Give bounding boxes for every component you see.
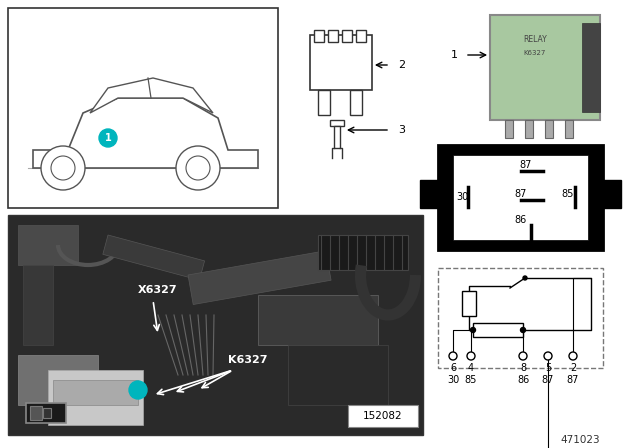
Bar [18,355,98,405]
Circle shape [519,352,527,360]
Bar [8,215,423,435]
Bar [438,145,603,250]
Bar [288,345,388,405]
Text: 87: 87 [567,375,579,385]
Bar [348,405,418,427]
Text: 86: 86 [517,375,529,385]
Text: 5: 5 [545,363,551,373]
Bar [582,23,600,112]
Circle shape [544,352,552,360]
Bar [258,295,378,345]
Bar [314,30,324,42]
Bar [356,30,366,42]
Bar [23,265,53,345]
Bar [603,180,621,208]
Bar [545,120,553,138]
Bar [330,120,344,126]
Bar [328,30,338,42]
Text: K6327: K6327 [228,355,268,365]
Text: 86: 86 [515,215,527,225]
Text: 3: 3 [398,125,405,135]
Text: 152082: 152082 [363,411,403,421]
Bar [8,8,278,208]
Circle shape [51,156,75,180]
Circle shape [467,352,475,360]
Bar [505,120,513,138]
Circle shape [569,352,577,360]
Circle shape [523,276,527,280]
Bar [453,155,588,240]
Bar [18,225,78,265]
Circle shape [520,327,525,332]
Bar [525,120,533,138]
Bar [473,323,523,337]
Text: 1: 1 [104,133,111,143]
Bar [318,90,330,115]
Circle shape [449,352,457,360]
Polygon shape [33,98,258,168]
Text: RELAY: RELAY [523,35,547,44]
Text: 30: 30 [456,192,468,202]
Text: 30: 30 [447,375,459,385]
Text: 2: 2 [570,363,576,373]
Text: 85: 85 [562,189,574,199]
Text: 87: 87 [519,160,532,170]
Bar [318,235,408,270]
Bar [310,35,372,90]
Bar [43,408,51,418]
Text: 471023: 471023 [561,435,600,445]
Text: 87: 87 [515,189,527,199]
Text: 1: 1 [451,50,458,60]
Text: K6327: K6327 [524,50,546,56]
Text: 85: 85 [465,375,477,385]
Bar [48,370,143,425]
Text: 1: 1 [134,385,141,395]
Bar [53,380,138,405]
Bar [565,120,573,138]
Bar [188,251,331,305]
Polygon shape [90,78,213,113]
Circle shape [129,381,147,399]
Circle shape [186,156,210,180]
Circle shape [176,146,220,190]
Text: 4: 4 [468,363,474,373]
Bar [334,126,340,148]
Bar [342,30,352,42]
Bar [26,403,66,423]
Circle shape [99,129,117,147]
Bar [103,235,205,280]
Bar [438,268,603,368]
Text: X6327: X6327 [138,285,178,295]
Bar [420,180,438,208]
Bar [30,406,42,420]
Text: 87: 87 [542,375,554,385]
Bar [490,15,600,120]
Text: 2: 2 [398,60,405,70]
Circle shape [470,327,476,332]
Bar [350,90,362,115]
Text: 8: 8 [520,363,526,373]
Circle shape [41,146,85,190]
Bar [462,291,476,316]
Text: 6: 6 [450,363,456,373]
